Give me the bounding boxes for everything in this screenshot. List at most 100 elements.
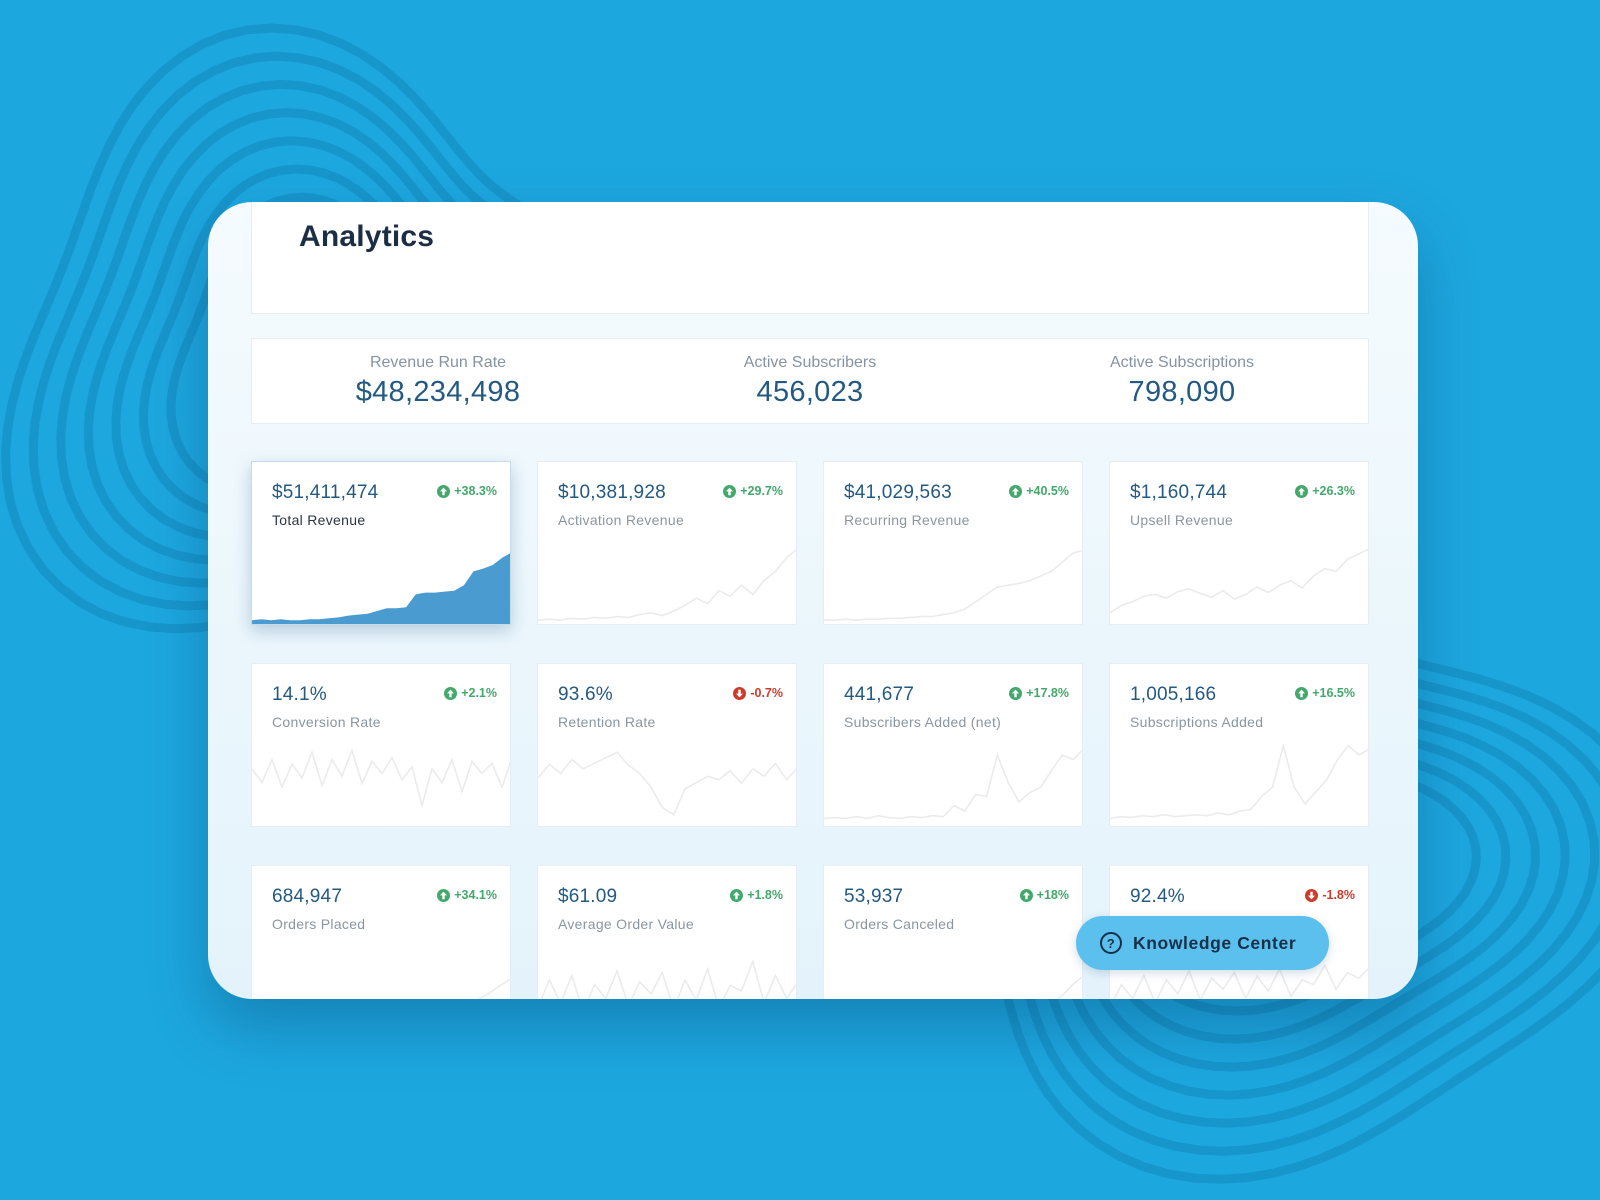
metric-change-value: +2.1% [461,686,497,700]
metric-label: Total Revenue [272,512,366,528]
sparkline-line [538,751,796,816]
metric-card[interactable]: 441,677 Subscribers Added (net) +17.8% [823,663,1083,827]
arrow-up-circle-icon [444,686,458,700]
metric-value: $10,381,928 [558,482,666,503]
arrow-up-circle-icon [1009,686,1023,700]
metric-change-value: +40.5% [1026,484,1069,498]
metric-sparkline [1057,975,1082,999]
metric-card[interactable]: 93.6% Retention Rate -0.7% [537,663,797,827]
metric-value: 93.6% [558,684,613,705]
metric-change-value: +17.8% [1026,686,1069,700]
metric-card[interactable]: 14.1% Conversion Rate +2.1% [251,663,511,827]
metric-change-badge: -0.7% [733,686,783,700]
sparkline-line [824,749,1082,820]
metric-sparkline [252,747,510,809]
metric-value: 14.1% [272,684,327,705]
metric-change-badge: +26.3% [1295,484,1355,498]
knowledge-center-label: Knowledge Center [1133,932,1297,953]
metric-value: $61.09 [558,886,618,907]
sparkline-area [252,553,510,624]
sparkline-line [538,548,796,622]
metric-change-value: +26.3% [1312,484,1355,498]
summary-value: 798,090 [1128,375,1236,408]
metric-change-badge: +17.8% [1009,686,1069,700]
metric-value: $1,160,744 [1130,482,1228,503]
metric-label: Average Order Value [558,916,694,932]
metric-label: Conversion Rate [272,714,381,730]
arrow-up-circle-icon [1295,484,1309,498]
metric-sparkline [477,978,510,999]
arrow-up-circle-icon [730,888,744,902]
metric-change-badge: -1.8% [1305,888,1355,902]
help-circle-icon: ? [1100,932,1122,954]
metric-sparkline [1110,548,1368,614]
metric-value: 53,937 [844,886,904,907]
sparkline-line [1110,548,1368,614]
metric-sparkline [1113,963,1368,999]
summary-label: Revenue Run Rate [369,353,507,371]
metric-sparkline [538,548,796,622]
metric-label: Subscribers Added (net) [844,714,1002,730]
header-panel: Analytics [251,202,1369,314]
metric-label: Activation Revenue [558,512,685,528]
metric-card[interactable]: $41,029,563 Recurring Revenue +40.5% [823,461,1083,625]
metric-label: Subscriptions Added [1130,714,1264,730]
summary-label: Active Subscribers [743,353,877,371]
metric-card[interactable]: $51,411,474 Total Revenue +38.3% [251,461,511,625]
page-title: Analytics [299,220,435,253]
metric-change-badge: +34.1% [437,888,497,902]
sparkline-line [540,959,796,999]
metric-change-badge: +16.5% [1295,686,1355,700]
sparkline-line [477,978,510,999]
summary-label: Active Subscriptions [1109,353,1255,371]
sparkline-line [1113,963,1368,999]
sparkline-line [1110,742,1368,820]
metric-change-badge: +1.8% [730,888,783,902]
knowledge-center-button[interactable]: ? Knowledge Center [1076,916,1329,970]
metric-change-value: -1.8% [1322,888,1355,902]
metric-value: $41,029,563 [844,482,952,503]
metric-card[interactable]: $10,381,928 Activation Revenue +29.7% [537,461,797,625]
metric-change-value: +1.8% [747,888,783,902]
metric-sparkline [824,749,1082,820]
metric-value: 441,677 [844,684,915,705]
metric-value: $51,411,474 [272,482,379,503]
metric-change-value: +16.5% [1312,686,1355,700]
metric-label: Upsell Revenue [1130,512,1234,528]
metric-card[interactable]: $61.09 Average Order Value +1.8% [537,865,797,999]
metric-card[interactable]: 684,947 Orders Placed +34.1% [251,865,511,999]
metric-sparkline [1110,742,1368,820]
arrow-down-circle-icon [733,686,747,700]
arrow-up-circle-icon [1295,686,1309,700]
metric-change-value: +18% [1036,888,1069,902]
summary-value: 456,023 [756,375,864,408]
metric-change-badge: +40.5% [1009,484,1069,498]
metric-card[interactable]: $1,160,744 Upsell Revenue +26.3% [1109,461,1369,625]
metric-change-badge: +29.7% [723,484,783,498]
summary-value: $48,234,498 [355,375,521,408]
metric-sparkline [538,751,796,816]
arrow-down-circle-icon [1305,888,1319,902]
metric-label: Recurring Revenue [844,512,970,528]
metric-card[interactable]: 1,005,166 Subscriptions Added +16.5% [1109,663,1369,827]
metric-sparkline [252,553,510,624]
metric-change-badge: +18% [1019,888,1069,902]
summary-active-subscribers: Active Subscribers 456,023 [660,354,960,409]
arrow-up-circle-icon [437,484,451,498]
analytics-window: Analytics Revenue Run Rate $48,234,498 A… [208,202,1418,999]
metric-change-value: -0.7% [750,686,783,700]
arrow-up-circle-icon [1009,484,1023,498]
arrow-up-circle-icon [437,888,451,902]
sparkline-line [824,549,1082,622]
summary-revenue-run-rate: Revenue Run Rate $48,234,498 [288,354,588,409]
metric-sparkline [824,549,1082,622]
summary-panel: Revenue Run Rate $48,234,498 Active Subs… [251,338,1369,424]
metric-card[interactable]: 53,937 Orders Canceled +18% [823,865,1083,999]
metric-value: 92.4% [1130,886,1185,907]
metric-value: 684,947 [272,886,343,907]
metric-change-value: +38.3% [454,484,497,498]
metric-label: Retention Rate [558,714,656,730]
sparkline-line [1057,975,1082,999]
sparkline-line [252,747,510,809]
metric-change-badge: +2.1% [444,686,497,700]
